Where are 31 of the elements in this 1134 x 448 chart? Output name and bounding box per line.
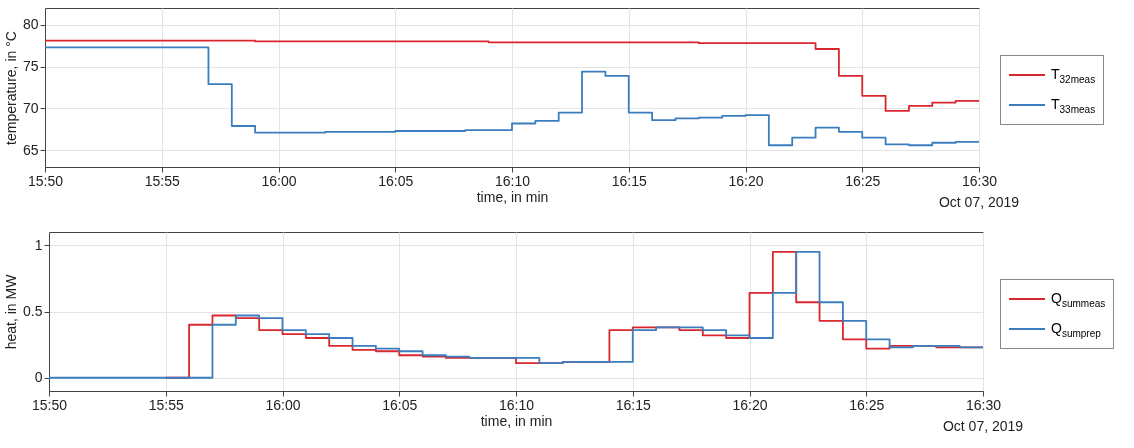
x-tick-label: 16:00 — [261, 172, 297, 189]
y-tick-label: 75 — [22, 58, 39, 75]
x-tick-label: 16:15 — [615, 396, 651, 413]
x-axis-title: time, in min — [476, 188, 549, 205]
y-axis-title: temperature, in °C — [2, 31, 19, 145]
x-tick-label: 16:25 — [845, 172, 881, 189]
x-tick-label: 15:50 — [27, 172, 64, 189]
text: Oct 07, 2019 — [942, 418, 1024, 434]
x-tick-label: 15:55 — [144, 172, 180, 189]
x-tick-label: 16:25 — [849, 396, 885, 413]
x-tick-label: 15:50 — [31, 396, 68, 413]
y-axis-title: heat, in MW — [3, 273, 20, 350]
x-tick-label: 15:55 — [148, 396, 184, 413]
x-tick-label: 16:30 — [965, 396, 1002, 413]
x-tick-label: 16:20 — [728, 172, 764, 189]
y-tick-label: 0.5 — [23, 303, 43, 319]
x-tick-label: 16:20 — [732, 396, 768, 413]
y-tick-label: 70 — [22, 99, 39, 116]
text: Oct 07, 2019 — [938, 194, 1020, 210]
y-tick-label: 0 — [34, 369, 43, 386]
x-tick-label: 16:00 — [265, 396, 301, 413]
y-tick-label: 65 — [22, 141, 39, 158]
x-axis-title: time, in min — [480, 412, 553, 429]
x-tick-label: 16:05 — [378, 172, 414, 189]
y-tick-label: 80 — [22, 16, 39, 33]
x-tick-label: 16:10 — [498, 396, 535, 413]
x-tick-label: 16:30 — [961, 172, 998, 189]
x-tick-label: 16:15 — [611, 172, 647, 189]
y-tick-label: 1 — [34, 236, 43, 253]
x-tick-label: 16:10 — [494, 172, 531, 189]
x-tick-label: 16:05 — [382, 396, 418, 413]
